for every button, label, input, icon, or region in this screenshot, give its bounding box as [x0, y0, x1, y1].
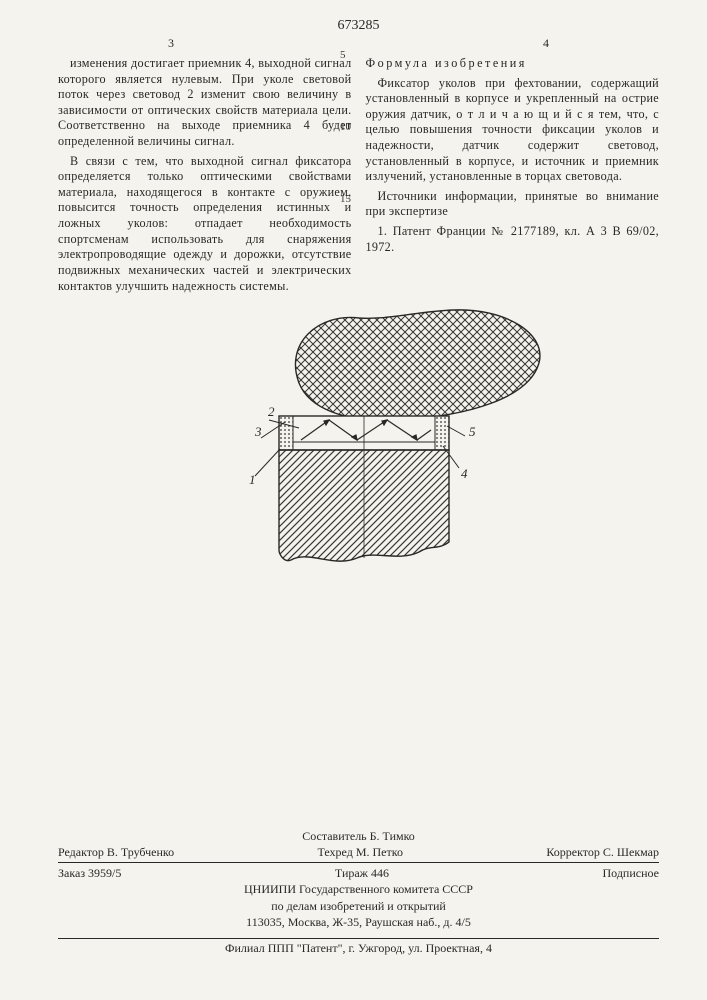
right-col-number: 4 [543, 36, 549, 51]
left-para-2: В связи с тем, что выходной сигнал фикса… [58, 154, 352, 294]
sources-heading: Источники информации, принятые во вниман… [366, 189, 660, 220]
label-1: 1 [249, 472, 256, 487]
source-1: 1. Патент Франции № 2177189, кл. А 3 В 6… [366, 224, 660, 255]
patent-figure: 1 2 3 4 5 [58, 308, 659, 638]
right-column: Формула изобретения Фиксатор уколов при … [366, 56, 660, 298]
left-col-number: 3 [168, 36, 174, 51]
techred: Техред М. Петко [318, 844, 403, 860]
order-no: Заказ 3959/5 [58, 865, 121, 881]
linenum-10: 10 [340, 120, 351, 134]
label-3: 3 [254, 424, 262, 439]
text-columns: изменения достигает приемник 4, выходной… [58, 56, 659, 298]
subscribe: Подписное [603, 865, 660, 881]
label-4: 4 [461, 466, 468, 481]
figure-svg: 1 2 3 4 5 [169, 308, 549, 638]
org-line-1: ЦНИИПИ Государственного комитета СССР [58, 881, 659, 897]
label-5: 5 [469, 424, 476, 439]
label-2: 2 [268, 404, 275, 419]
compiler: Составитель Б. Тимко [58, 828, 659, 844]
editor: Редактор В. Трубченко [58, 844, 174, 860]
linenum-5: 5 [340, 48, 351, 62]
patent-page: 673285 3 4 5 10 15 изменения достигает п… [0, 0, 707, 1000]
org-line-2: по делам изобретений и открытий [58, 898, 659, 914]
patent-number: 673285 [58, 18, 659, 34]
linenum-15: 15 [340, 192, 351, 206]
column-header-row: 3 4 [58, 36, 659, 54]
tirage: Тираж 446 [335, 865, 389, 881]
target-blob [295, 310, 540, 420]
claims-heading: Формула изобретения [366, 56, 660, 72]
org-address: 113035, Москва, Ж-35, Раушская наб., д. … [58, 914, 659, 930]
claim-text: Фиксатор уколов при фехтовании, содержащ… [366, 76, 660, 185]
corrector: Корректор С. Шекмар [546, 844, 659, 860]
left-column: изменения достигает приемник 4, выходной… [58, 56, 352, 298]
branch-line: Филиал ППП "Патент", г. Ужгород, ул. Про… [58, 938, 659, 956]
left-para-1: изменения достигает приемник 4, выходной… [58, 56, 352, 150]
imprint-block: Составитель Б. Тимко Редактор В. Трубчен… [58, 828, 659, 930]
line-number-gutter: 5 10 15 [340, 48, 351, 264]
